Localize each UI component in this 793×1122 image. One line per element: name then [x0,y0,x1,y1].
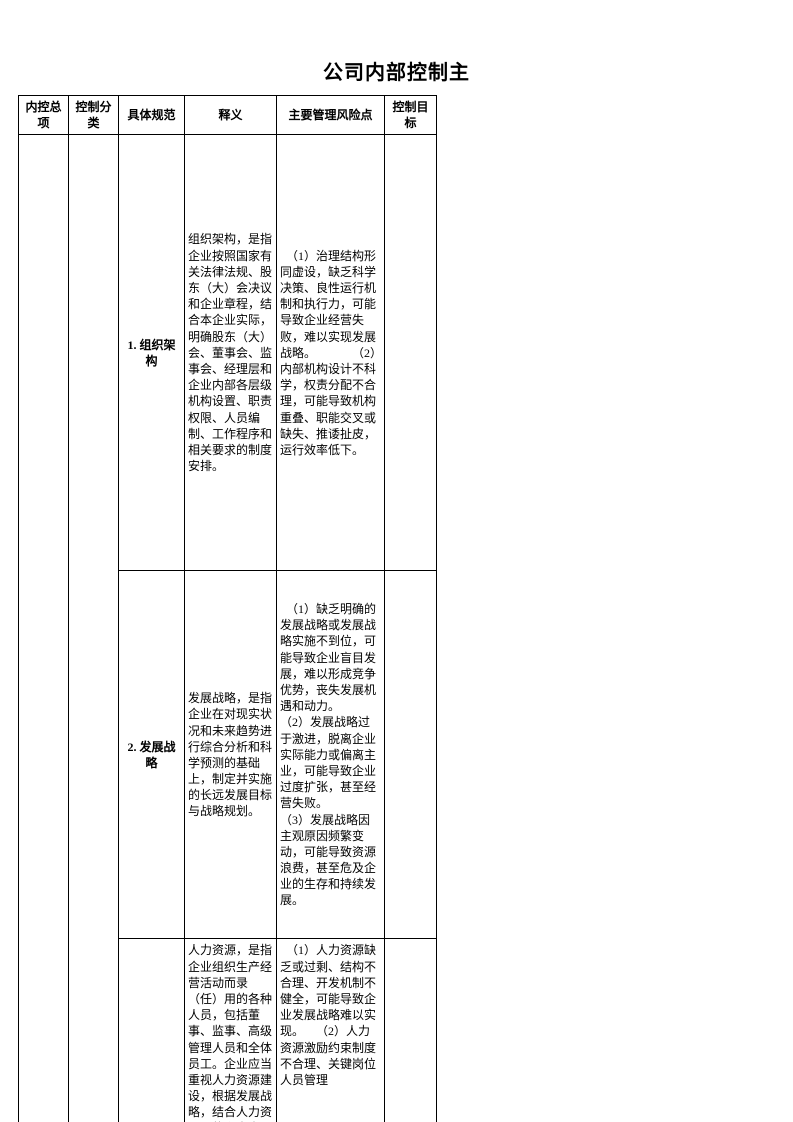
cell-risk: （1）缺乏明确的发展战略或发展战略实施不到位，可能导致企业盲目发展，难以形成竞争… [277,571,385,939]
cell-risk-text: （1）人力资源缺乏或过剩、结构不合理、开发机制不健全，可能导致企业发展战略难以实… [280,942,381,1088]
header-def: 释义 [185,96,277,135]
cell-def-text: 人力资源，是指企业组织生产经营活动而录（任）用的各种人员，包括董事、监事、高级管… [188,942,273,1122]
cell-goal [385,135,437,571]
cell-def: 组织架构，是指企业按照国家有关法律法规、股东（大）会决议和企业章程，结合本企业实… [185,135,277,571]
page: 公司内部控制主 内控总项 控制分类 具体规范 释义 主要管理风险点 控制目标 1… [0,0,793,1122]
cell-def: 人力资源，是指企业组织生产经营活动而录（任）用的各种人员，包括董事、监事、高级管… [185,939,277,1122]
header-spec: 具体规范 [119,96,185,135]
cell-goal [385,939,437,1122]
page-title: 公司内部控制主 [0,56,793,85]
cell-spec [119,939,185,1122]
cell-def: 发展战略，是指企业在对现实状况和未来趋势进行综合分析和科学预测的基础上，制定并实… [185,571,277,939]
table-header-row: 内控总项 控制分类 具体规范 释义 主要管理风险点 控制目标 [19,96,437,135]
cell-spec: 2. 发展战略 [119,571,185,939]
cell-risk: （1）治理结构形同虚设，缺乏科学决策、良性运行机制和执行力，可能导致企业经营失败… [277,135,385,571]
header-category: 控制分类 [69,96,119,135]
cell-risk: （1）人力资源缺乏或过剩、结构不合理、开发机制不健全，可能导致企业发展战略难以实… [277,939,385,1122]
header-goal: 控制目标 [385,96,437,135]
header-risk: 主要管理风险点 [277,96,385,135]
header-total: 内控总项 [19,96,69,135]
cell-spec: 1. 组织架构 [119,135,185,571]
table-row: 1. 组织架构 组织架构，是指企业按照国家有关法律法规、股东（大）会决议和企业章… [19,135,437,571]
cell-total [19,135,69,1122]
cell-category [69,135,119,1122]
control-table: 内控总项 控制分类 具体规范 释义 主要管理风险点 控制目标 1. 组织架构 组… [18,95,437,1122]
cell-goal [385,571,437,939]
